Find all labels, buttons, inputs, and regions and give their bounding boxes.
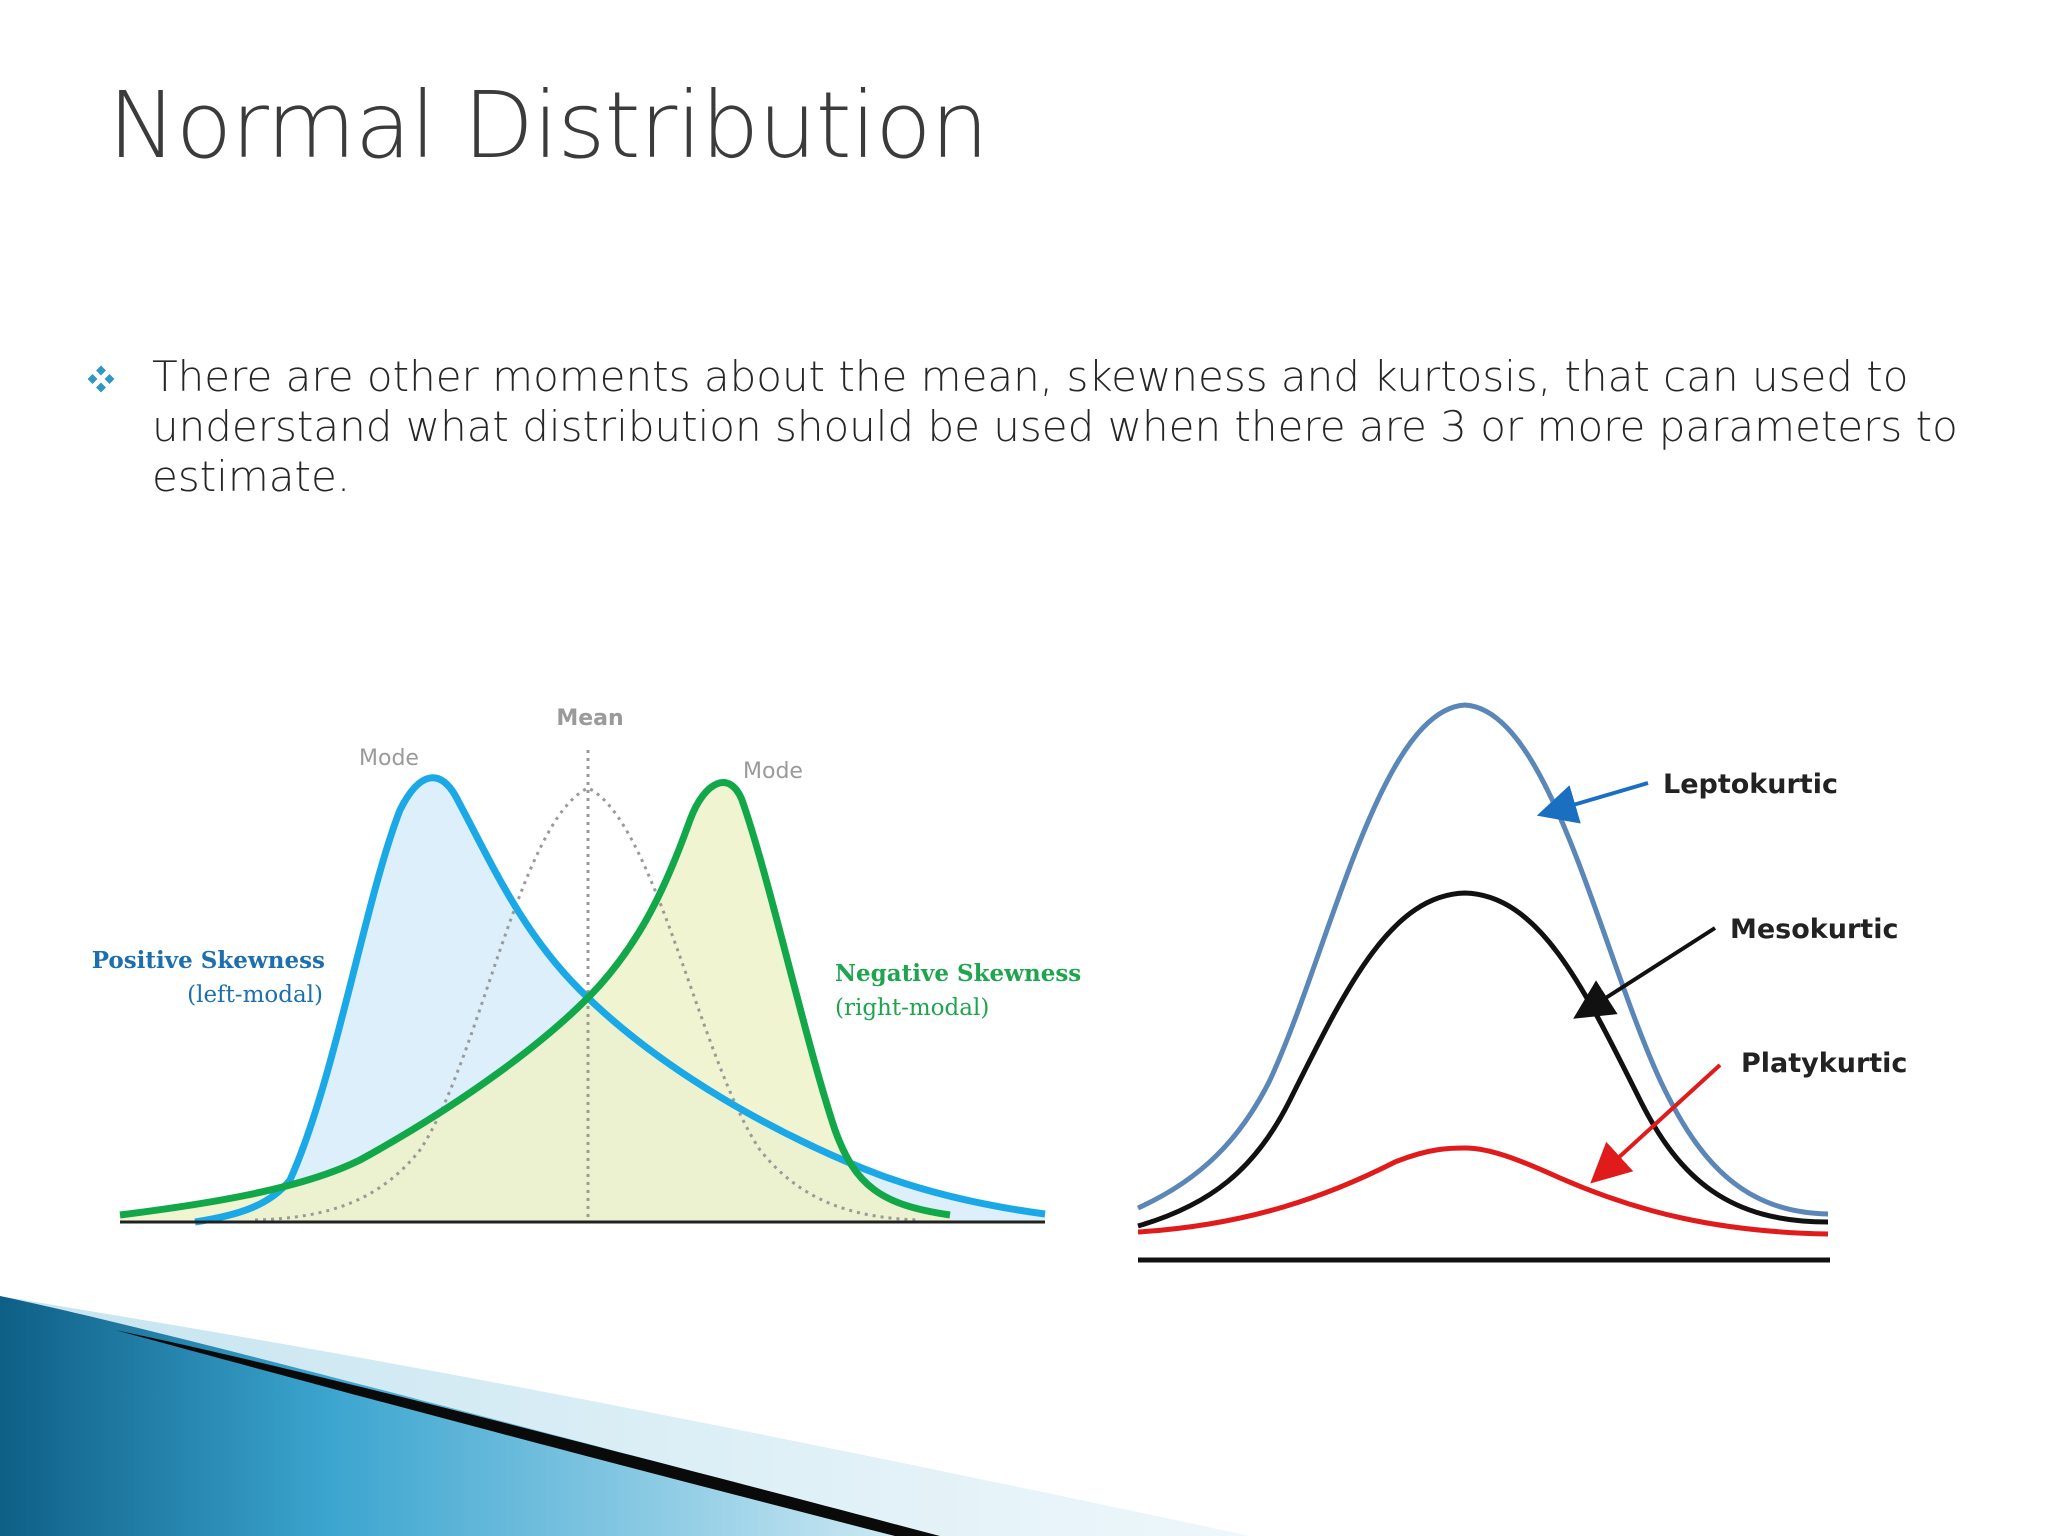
mode-left-label: Mode xyxy=(359,746,419,771)
positive-skewness-title: Positive Skewness xyxy=(92,947,325,974)
negative-skewness-title: Negative Skewness xyxy=(835,960,1081,987)
platykurtic-arrow xyxy=(1590,1063,1722,1184)
positive-skew-curve xyxy=(194,774,1046,1226)
diamond-cluster-icon xyxy=(87,365,115,393)
bullet-text: There are other moments about the mean, … xyxy=(152,352,1958,501)
mesokurtic-label: Mesokurtic xyxy=(1730,914,1898,945)
mean-label: Mean xyxy=(556,706,623,731)
platykurtic-curve xyxy=(1137,1145,1829,1237)
leptokurtic-arrow xyxy=(1536,781,1649,824)
positive-skew-fill xyxy=(195,777,1045,1222)
platykurtic-label: Platykurtic xyxy=(1741,1048,1907,1079)
positive-skewness-sub: (left-modal) xyxy=(187,982,323,1008)
leptokurtic-label: Leptokurtic xyxy=(1663,769,1838,800)
negative-skew-curve xyxy=(119,779,951,1219)
slide-title: Normal Distribution xyxy=(108,72,989,179)
mode-right-label: Mode xyxy=(743,759,803,784)
negative-skewness-sub: (right-modal) xyxy=(835,995,989,1021)
mesokurtic-arrow xyxy=(1573,926,1717,1019)
mesokurtic-curve xyxy=(1137,890,1829,1229)
leptokurtic-curve xyxy=(1136,702,1829,1217)
